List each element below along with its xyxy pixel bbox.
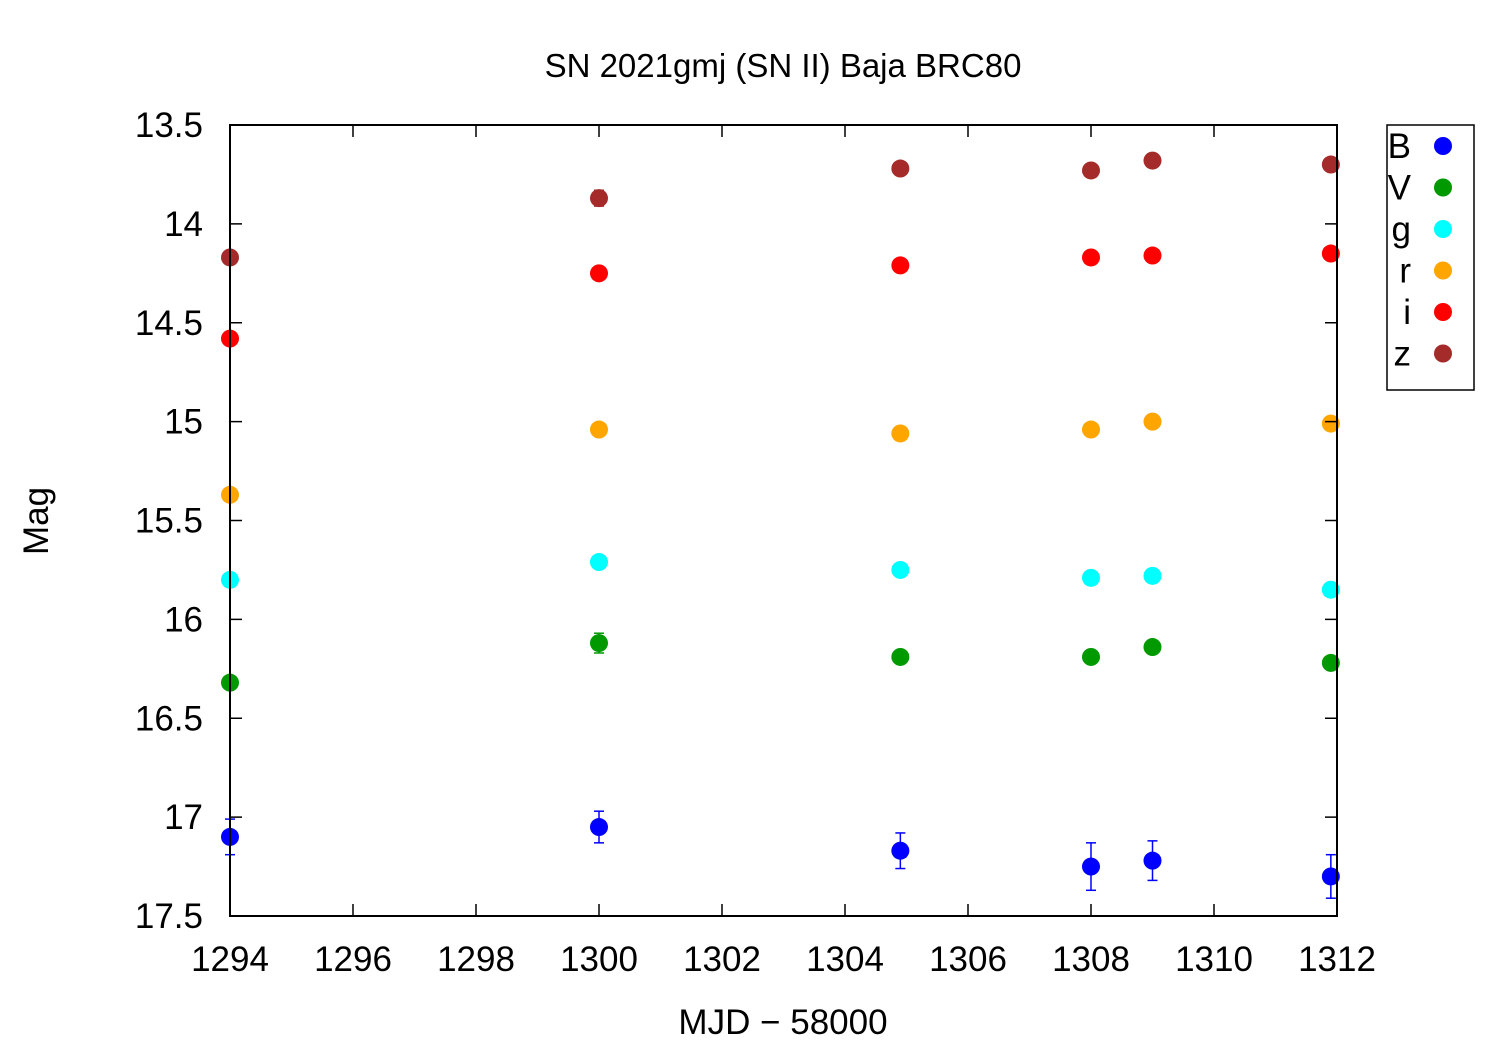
x-tick-label: 1300 [560,940,638,979]
legend-marker [1434,261,1452,280]
data-point-g [891,560,910,579]
legend-label: i [1403,293,1411,332]
y-tick-label: 13.5 [135,106,203,145]
legend-label: z [1394,335,1412,374]
data-point-g [1143,566,1162,585]
data-point-i [1143,246,1162,265]
legend-label: g [1392,210,1411,249]
x-axis-label: MJD − 58000 [678,1003,887,1042]
y-tick-label: 16.5 [135,699,203,738]
data-point-r [1143,412,1162,431]
data-point-V [1143,638,1162,657]
legend-box [1386,124,1475,391]
legend-label: B [1388,127,1411,166]
legend-marker [1434,303,1452,321]
data-point-r [891,424,910,443]
data-point-V [1321,653,1340,672]
data-point-z [891,159,910,178]
legend-label: V [1388,169,1412,208]
data-point-B [1321,867,1340,886]
x-tick-label: 1308 [1052,940,1130,979]
legend-marker [1434,178,1452,197]
y-axis-label: Mag [17,487,56,555]
data-point-z [1143,151,1162,170]
legend-label: r [1399,252,1411,291]
legend-marker [1434,220,1452,238]
data-point-r [1321,414,1340,433]
y-tick-label: 15 [164,403,203,442]
plot-area [221,151,1340,899]
y-tick-label: 14 [164,205,203,244]
x-tick-label: 1304 [806,940,884,979]
data-point-g [1321,580,1340,599]
x-tick-label: 1310 [1175,940,1253,979]
data-point-V [891,647,910,666]
data-point-z [1321,155,1340,174]
legend-marker [1434,137,1452,155]
data-point-B [891,841,910,860]
data-point-g [1082,568,1100,587]
data-point-i [891,256,910,275]
y-tick-label: 17.5 [135,897,203,936]
x-tick-label: 1302 [683,940,761,979]
data-point-i [590,264,608,283]
axes: 1294 1296 1298 1300 1302 1304 1306 1308 1310 1312… [135,106,1376,979]
data-point-V [590,634,608,653]
data-point-i [1321,244,1340,263]
y-tick-label: 15.5 [135,502,203,541]
x-tick-label: 1298 [437,940,515,979]
data-point-z [1082,161,1100,180]
plot-border [229,124,1338,917]
x-tick-label: 1306 [929,940,1007,979]
data-point-r [590,420,608,439]
data-point-B [1082,857,1100,876]
data-point-V [1082,647,1100,666]
data-point-B [1143,851,1162,870]
data-point-z [590,189,608,208]
data-point-r [1082,420,1100,439]
y-tick-label: 17 [164,798,203,837]
x-tick-label: 1294 [191,940,269,979]
x-tick-label: 1312 [1298,940,1376,979]
x-tick-label: 1296 [314,940,392,979]
y-tick-label: 16 [164,600,203,639]
data-point-g [590,553,608,572]
data-point-B [590,818,608,837]
y-tick-label: 14.5 [135,304,203,343]
chart-title: SN 2021gmj (SN II) Baja BRC80 [545,47,1022,84]
legend-marker [1434,344,1452,363]
data-point-i [1082,248,1100,267]
